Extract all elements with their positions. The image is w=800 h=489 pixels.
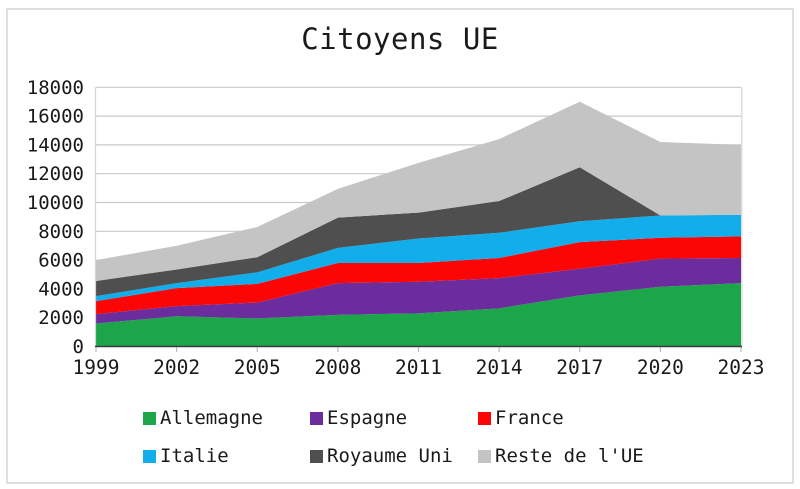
legend-label: Royaume Uni xyxy=(327,445,453,467)
y-axis-tick-label: 6000 xyxy=(38,250,84,272)
y-axis-tick-label: 10000 xyxy=(27,192,84,214)
x-axis-tick-label: 2008 xyxy=(314,356,361,379)
legend-label: Italie xyxy=(160,445,229,467)
x-axis-tick-label: 2020 xyxy=(637,356,684,379)
legend-swatch-icon xyxy=(143,449,156,463)
legend-swatch-icon xyxy=(143,411,156,425)
x-axis-tick-label: 2014 xyxy=(476,356,523,379)
area-series-reste-de-l-ue xyxy=(96,101,741,281)
y-axis-tick-label: 2000 xyxy=(38,307,84,329)
x-axis-tick-label: 2002 xyxy=(153,356,200,379)
legend-item-espagne: Espagne xyxy=(310,399,478,437)
area-series-france xyxy=(96,236,741,315)
legend-swatch-icon xyxy=(310,411,323,425)
area-series-royaume-uni xyxy=(96,167,741,297)
legend-swatch-icon xyxy=(478,411,491,425)
y-axis-tick-label: 0 xyxy=(73,336,84,358)
legend-item-reste-de-l-ue: Reste de l'UE xyxy=(478,437,763,475)
legend-item-italie: Italie xyxy=(143,437,310,475)
legend-item-royaume-uni: Royaume Uni xyxy=(310,437,478,475)
legend-label: France xyxy=(495,407,564,429)
legend-label: Espagne xyxy=(327,407,408,429)
legend-label: Reste de l'UE xyxy=(495,445,644,467)
legend-item-france: France xyxy=(478,399,763,437)
area-series-allemagne xyxy=(96,283,741,347)
y-axis-tick-label: 14000 xyxy=(27,134,84,156)
chart-legend: Allemagne Espagne France Italie Royaume Uni R… xyxy=(143,399,763,475)
chart-title: Citoyens UE xyxy=(301,22,499,56)
area-series-italie xyxy=(96,214,741,302)
area-series-espagne xyxy=(96,257,741,324)
x-axis-tick-label: 1999 xyxy=(73,356,120,379)
x-axis-tick-label: 2005 xyxy=(234,356,281,379)
y-axis-tick-label: 8000 xyxy=(38,221,84,243)
legend-swatch-icon xyxy=(478,449,491,463)
x-axis-tick-label: 2011 xyxy=(395,356,442,379)
x-axis-tick-label: 2017 xyxy=(556,356,603,379)
y-axis-tick-label: 12000 xyxy=(27,163,84,185)
y-axis-tick-label: 4000 xyxy=(38,278,84,300)
legend-label: Allemagne xyxy=(160,407,263,429)
x-axis-tick-label: 2023 xyxy=(718,356,765,379)
y-axis-tick-label: 16000 xyxy=(27,106,84,128)
legend-item-allemagne: Allemagne xyxy=(143,399,310,437)
legend-swatch-icon xyxy=(310,449,323,463)
y-axis-tick-label: 18000 xyxy=(27,77,84,99)
